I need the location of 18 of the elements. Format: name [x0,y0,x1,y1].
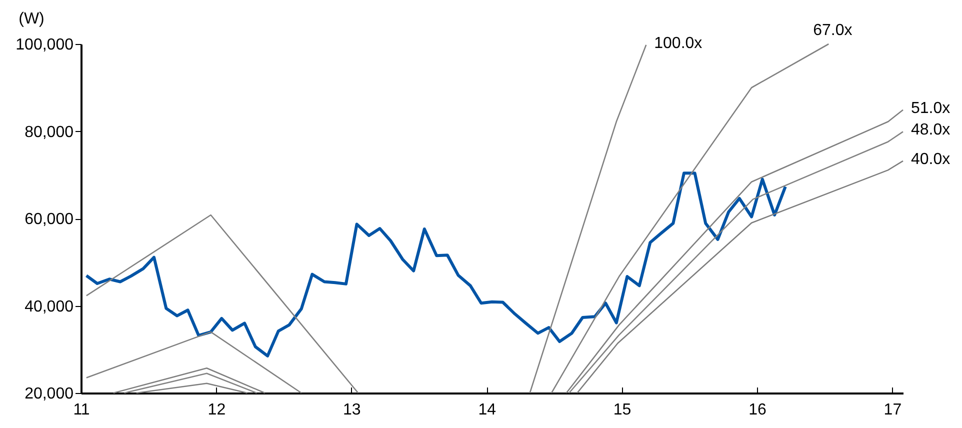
y-tick-label: 40,000 [24,298,74,316]
y-tick-label: 100,000 [16,36,74,54]
series-label: 100.0x [654,34,702,52]
series-label: 40.0x [911,150,950,168]
x-tick-label: 16 [748,402,766,418]
x-tick-label: 14 [478,402,496,418]
y-axis-title: (W) [18,10,44,28]
series-label: 67.0x [813,22,852,39]
x-tick-label: 15 [613,402,632,418]
y-tick-label: 80,000 [24,124,74,141]
series-label: 48.0x [911,122,950,139]
series-label: 51.0x [911,100,950,117]
x-tick-label: 17 [884,402,902,418]
y-tick-label: 60,000 [24,211,74,228]
x-tick-label: 12 [208,402,226,418]
x-tick-label: 13 [342,402,361,418]
x-tick-label: 11 [73,402,90,418]
y-tick-label: 20,000 [24,386,74,402]
